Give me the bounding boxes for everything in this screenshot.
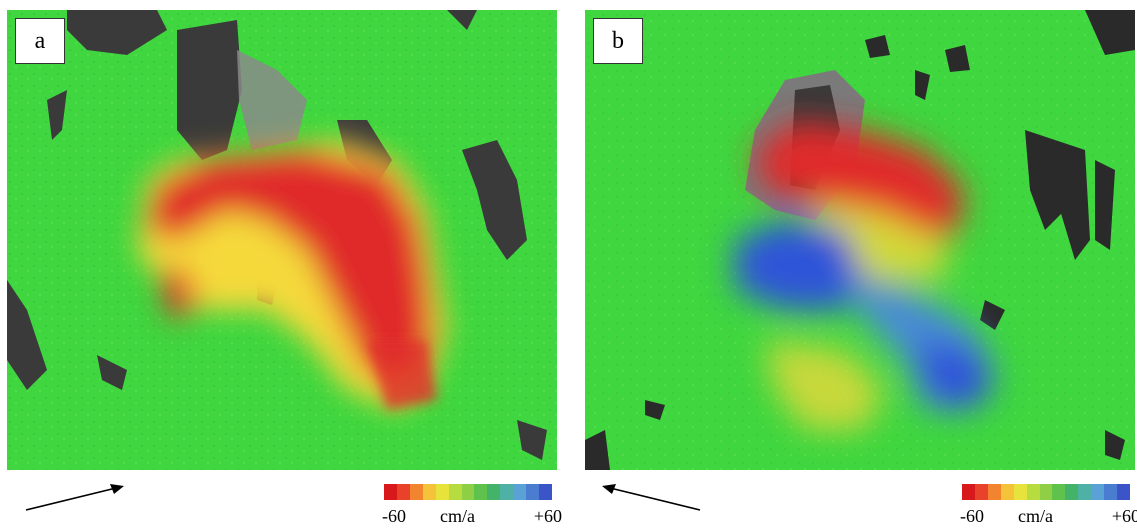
- colorbar-swatch: [1039, 484, 1053, 500]
- colorbar-legend-a: -60 cm/a +60: [382, 484, 562, 528]
- colorbar-swatch: [396, 484, 410, 500]
- colorbar-min-label: -60: [382, 506, 406, 526]
- colorbar-max-label: +60: [533, 506, 562, 526]
- colorbar-swatch: [500, 484, 514, 500]
- colorbar-swatch: [435, 484, 449, 500]
- colorbar: [384, 484, 552, 500]
- colorbar-swatch: [461, 484, 475, 500]
- map-panel-b: b: [585, 10, 1135, 470]
- colorbar-swatch: [422, 484, 436, 500]
- colorbar-swatch: [987, 484, 1001, 500]
- colorbar-swatch: [513, 484, 527, 500]
- map-panel-a: a: [7, 10, 557, 470]
- colorbar-swatch: [1078, 484, 1092, 500]
- colorbar-unit-label: cm/a: [440, 506, 475, 526]
- arrow-icon: [602, 484, 701, 511]
- colorbar-swatch: [409, 484, 423, 500]
- colorbar-swatch: [1065, 484, 1079, 500]
- colorbar-unit-label: cm/a: [1018, 506, 1053, 526]
- colorbar-min-label: -60: [960, 506, 984, 526]
- colorbar-swatch: [1052, 484, 1066, 500]
- colorbar-swatch: [474, 484, 488, 500]
- colorbar-swatch: [1013, 484, 1027, 500]
- colorbar-swatch: [1117, 484, 1130, 500]
- displacement-map-a: [7, 10, 557, 470]
- panel-label-a: a: [15, 18, 65, 64]
- colorbar-legend-b: -60 cm/a +60: [960, 484, 1137, 528]
- displacement-field: [735, 120, 995, 430]
- colorbar-swatch: [1026, 484, 1040, 500]
- arrow-icon: [25, 484, 124, 511]
- colorbar-max-label: +60: [1111, 506, 1137, 526]
- no-data-areas: [585, 10, 1135, 470]
- colorbar-swatch: [526, 484, 540, 500]
- displacement-map-b: [585, 10, 1135, 470]
- colorbar: [962, 484, 1130, 500]
- colorbar-swatch: [448, 484, 462, 500]
- colorbar-swatch: [974, 484, 988, 500]
- colorbar-swatch: [1000, 484, 1014, 500]
- colorbar-swatch: [539, 484, 552, 500]
- colorbar-swatch: [1104, 484, 1118, 500]
- colorbar-swatch: [487, 484, 501, 500]
- colorbar-swatch: [1091, 484, 1105, 500]
- panel-label-b: b: [593, 18, 643, 64]
- colorbar-swatch: [962, 484, 975, 500]
- colorbar-swatch: [384, 484, 397, 500]
